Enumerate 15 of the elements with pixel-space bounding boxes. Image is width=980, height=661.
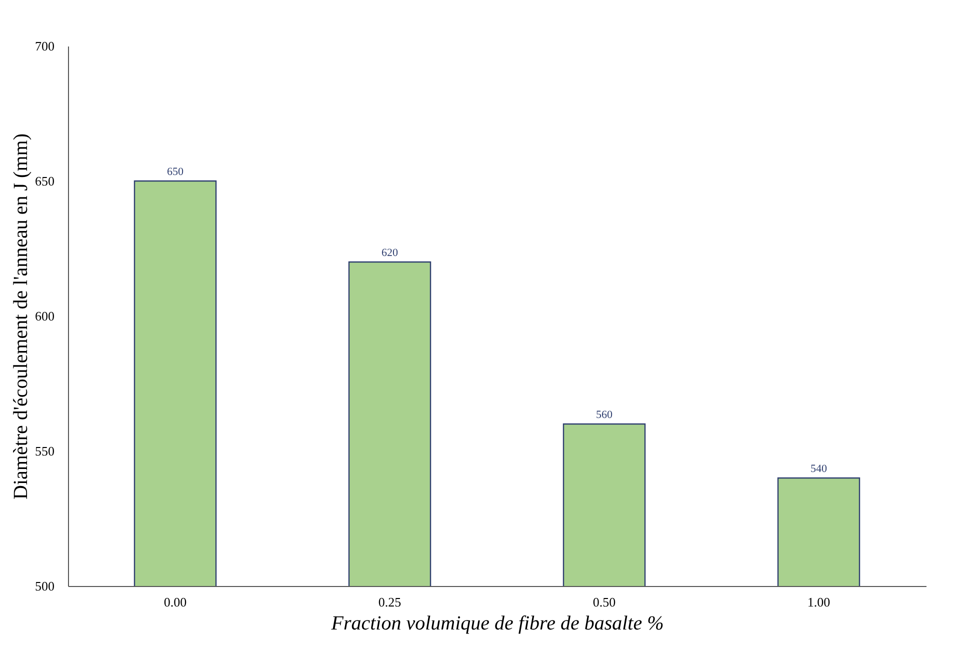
x-tick-label: 1.00: [807, 594, 830, 610]
y-axis-title: Diamètre d'écoulement de l'anneau en J (mm): [10, 134, 32, 500]
y-tick-label: 650: [35, 174, 54, 188]
data-label: 540: [810, 463, 828, 475]
y-tick-label: 550: [35, 444, 54, 458]
x-tick-label: 0.25: [378, 594, 402, 610]
y-tick-label: 600: [35, 308, 54, 324]
data-label: 560: [596, 409, 613, 421]
data-label: 650: [167, 166, 184, 178]
x-tick-label: 0.50: [592, 594, 616, 610]
y-tick-label: 500: [35, 578, 54, 594]
y-tick-label: 700: [35, 38, 54, 54]
data-label: 620: [382, 247, 398, 259]
x-tick-label: 0.00: [164, 594, 187, 610]
x-axis-title: Fraction volumique de fibre de basalte %: [330, 612, 664, 634]
